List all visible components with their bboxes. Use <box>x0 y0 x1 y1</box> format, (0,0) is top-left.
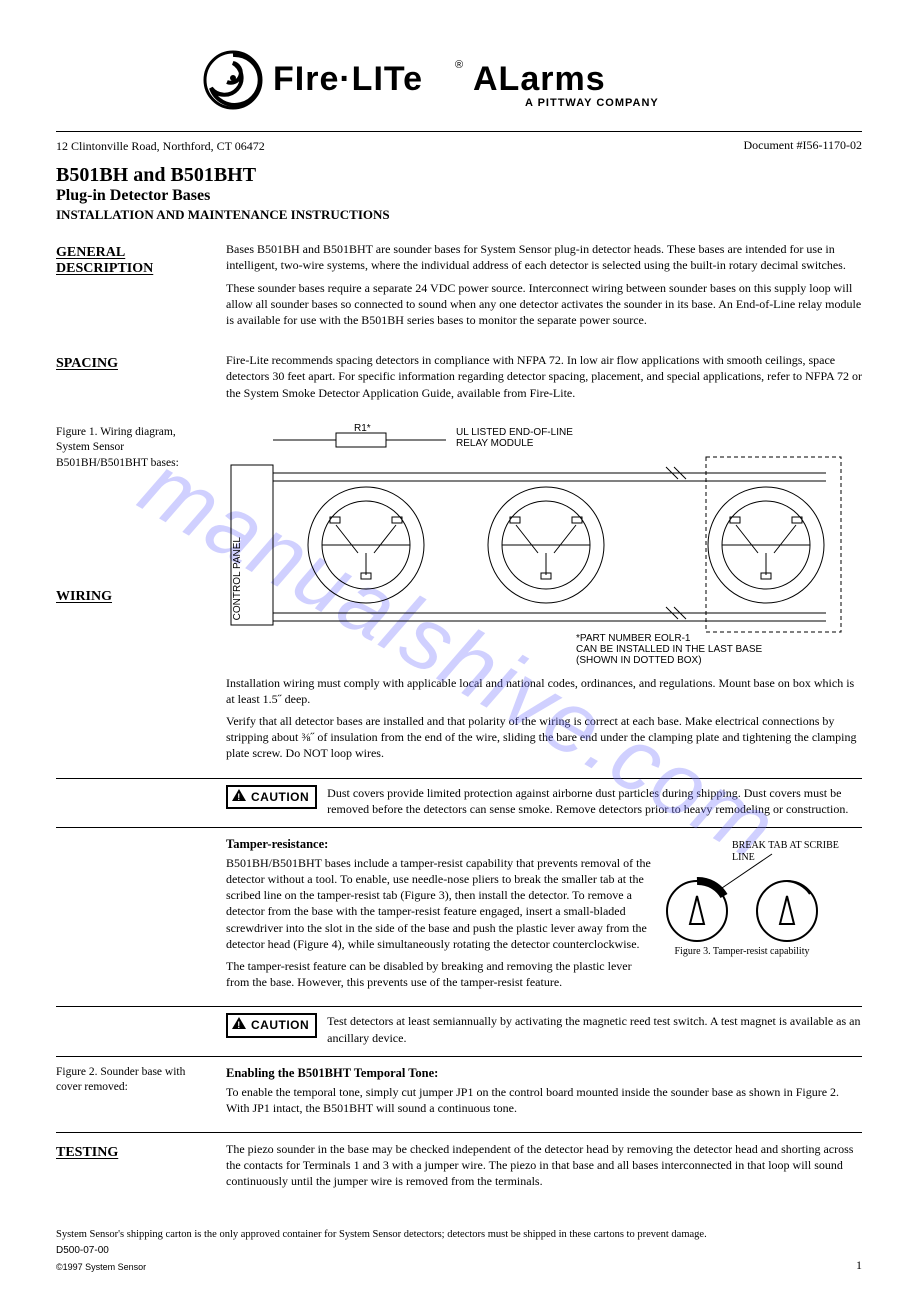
subsection-heading: Enabling the B501BHT Temporal Tone: <box>226 1065 862 1082</box>
section-heading: TESTING <box>56 1145 208 1161</box>
divider <box>56 1056 862 1057</box>
section-heading: GENERAL DESCRIPTION <box>56 245 208 277</box>
brand-logo: FIre·LITe ® ALarms A PITTWAY COMPANY <box>56 48 862 121</box>
section-wiring: Figure 1. Wiring diagram, System Sensor … <box>56 425 862 768</box>
divider <box>56 1006 862 1007</box>
diagram-note: CAN BE INSTALLED IN THE LAST BASE <box>576 644 762 655</box>
svg-text:FIre·LITe: FIre·LITe <box>273 60 423 98</box>
divider <box>56 131 862 132</box>
svg-text:®: ® <box>455 59 463 71</box>
paragraph: Bases B501BH and B501BHT are sounder bas… <box>226 241 862 273</box>
figure-caption: Figure 3. Tamper-resist capability <box>652 946 832 958</box>
paragraph: Installation wiring must comply with app… <box>226 675 862 707</box>
divider <box>56 1132 862 1133</box>
footer-code: D500-07-00 <box>56 1244 146 1258</box>
doc-subtitle: Plug-in Detector Bases <box>56 187 743 205</box>
wiring-svg <box>226 425 846 655</box>
caution-row: ! CAUTION Test detectors at least semian… <box>56 1013 862 1045</box>
paragraph: Verify that all detector bases are insta… <box>226 713 862 762</box>
page-footer: System Sensor's shipping carton is the o… <box>56 1228 862 1274</box>
section-tamper: Tamper-resistance: B501BH/B501BHT bases … <box>56 836 862 996</box>
svg-text:!: ! <box>237 792 241 802</box>
caution-row: ! CAUTION Dust covers provide limited pr… <box>56 785 862 817</box>
section-testing: TESTING The piezo sounder in the base ma… <box>56 1141 862 1196</box>
page-number: 1 <box>856 1257 862 1273</box>
subsection-heading: Tamper-resistance: <box>226 836 652 853</box>
footer-note: System Sensor's shipping carton is the o… <box>56 1228 862 1242</box>
paragraph: The piezo sounder in the base may be che… <box>226 1141 862 1190</box>
company-address: 12 Clintonville Road, Northford, CT 0647… <box>56 138 743 154</box>
paragraph: Fire-Lite recommends spacing detectors i… <box>226 352 862 401</box>
divider <box>56 778 862 779</box>
divider <box>56 827 862 828</box>
svg-text:!: ! <box>237 1020 241 1030</box>
warning-icon: ! <box>231 1016 247 1034</box>
diagram-label: RELAY MODULE <box>456 438 533 449</box>
caution-label: CAUTION <box>251 1017 309 1033</box>
doc-sheet-number: Document #I56-1170-02 <box>743 138 862 153</box>
caution-text: Dust covers provide limited protection a… <box>327 785 862 817</box>
doc-title: B501BH and B501BHT <box>56 164 743 187</box>
paragraph: To enable the temporal tone, simply cut … <box>226 1084 862 1116</box>
warning-icon: ! <box>231 788 247 806</box>
figure-caption: Figure 1. Wiring diagram, System Sensor … <box>56 425 208 472</box>
section-heading: WIRING <box>56 589 208 605</box>
section-spacing: SPACING Fire-Lite recommends spacing det… <box>56 352 862 407</box>
figure-label: BREAK TAB AT SCRIBE LINE <box>732 840 842 864</box>
section-heading: SPACING <box>56 356 208 372</box>
caution-label: CAUTION <box>251 789 309 805</box>
tamper-figure: BREAK TAB AT SCRIBE LINE Figure 3. Tampe… <box>652 846 832 960</box>
svg-text:A PITTWAY COMPANY: A PITTWAY COMPANY <box>525 97 659 109</box>
figure-caption: Figure 2. Sounder base with cover remove… <box>56 1065 208 1096</box>
caution-badge: ! CAUTION <box>226 1013 317 1037</box>
paragraph: B501BH/B501BHT bases include a tamper-re… <box>226 855 652 952</box>
paragraph: The tamper-resist feature can be disable… <box>226 958 652 990</box>
diagram-label: UL LISTED END-OF-LINE <box>456 427 573 438</box>
section-temporal: Figure 2. Sounder base with cover remove… <box>56 1065 862 1122</box>
section-general: GENERAL DESCRIPTION Bases B501BH and B50… <box>56 241 862 334</box>
diagram-note: *PART NUMBER EOLR-1 <box>576 633 690 644</box>
paragraph: These sounder bases require a separate 2… <box>226 280 862 329</box>
diagram-note: (SHOWN IN DOTTED BOX) <box>576 655 702 666</box>
caution-text: Test detectors at least semiannually by … <box>327 1013 862 1045</box>
doc-header: 12 Clintonville Road, Northford, CT 0647… <box>56 138 862 223</box>
doc-subtitle2: INSTALLATION AND MAINTENANCE INSTRUCTION… <box>56 207 743 223</box>
wiring-diagram: CONTROL PANEL R1* UL LISTED END-OF-LINE … <box>226 425 862 675</box>
diagram-label: CONTROL PANEL <box>232 537 243 620</box>
footer-copyright: ©1997 System Sensor <box>56 1261 146 1273</box>
caution-badge: ! CAUTION <box>226 785 317 809</box>
diagram-label: R1* <box>354 423 371 434</box>
svg-text:ALarms: ALarms <box>473 60 606 98</box>
